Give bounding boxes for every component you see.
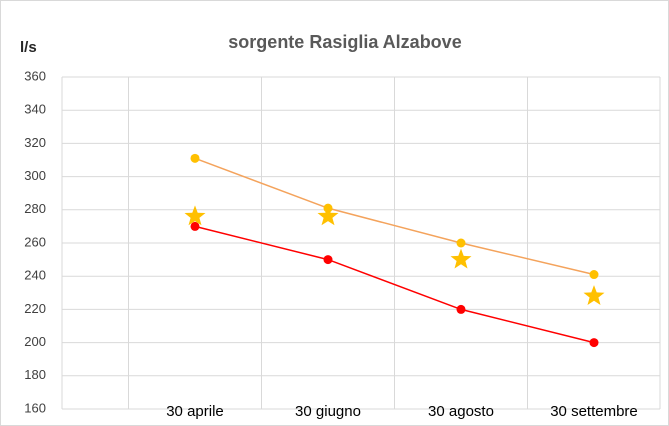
star-marker: [450, 248, 472, 269]
y-tick-label: 220: [24, 301, 46, 316]
point-marker: [323, 255, 333, 265]
chart-title: sorgente Rasiglia Alzabove: [228, 32, 461, 52]
y-tick-label: 360: [24, 68, 46, 83]
x-tick-label: 30 agosto: [428, 403, 494, 420]
y-tick-label: 260: [24, 234, 46, 249]
point-marker: [456, 304, 466, 314]
y-axis-label: l/s: [20, 39, 37, 56]
series-line: [194, 225, 595, 344]
point-marker: [456, 238, 466, 248]
y-tick-label: 240: [24, 268, 46, 283]
y-tick-label: 180: [24, 367, 46, 382]
x-tick-label: 30 giugno: [295, 403, 361, 420]
star-marker: [583, 285, 605, 305]
x-tick-label: 30 aprile: [166, 403, 224, 420]
y-tick-label: 160: [24, 400, 46, 415]
y-tick-label: 340: [24, 102, 46, 117]
y-tick-label: 200: [24, 334, 46, 349]
x-tick-label: 30 settembre: [550, 403, 638, 420]
point-marker: [589, 338, 599, 348]
point-marker: [589, 270, 599, 280]
y-tick-label: 320: [24, 135, 46, 150]
y-tick-label: 300: [24, 168, 46, 183]
point-marker: [190, 221, 200, 231]
point-marker: [190, 153, 200, 163]
series-line: [194, 157, 595, 276]
y-tick-label: 280: [24, 201, 46, 216]
star-marker: [184, 205, 206, 226]
star-marker: [317, 205, 339, 226]
